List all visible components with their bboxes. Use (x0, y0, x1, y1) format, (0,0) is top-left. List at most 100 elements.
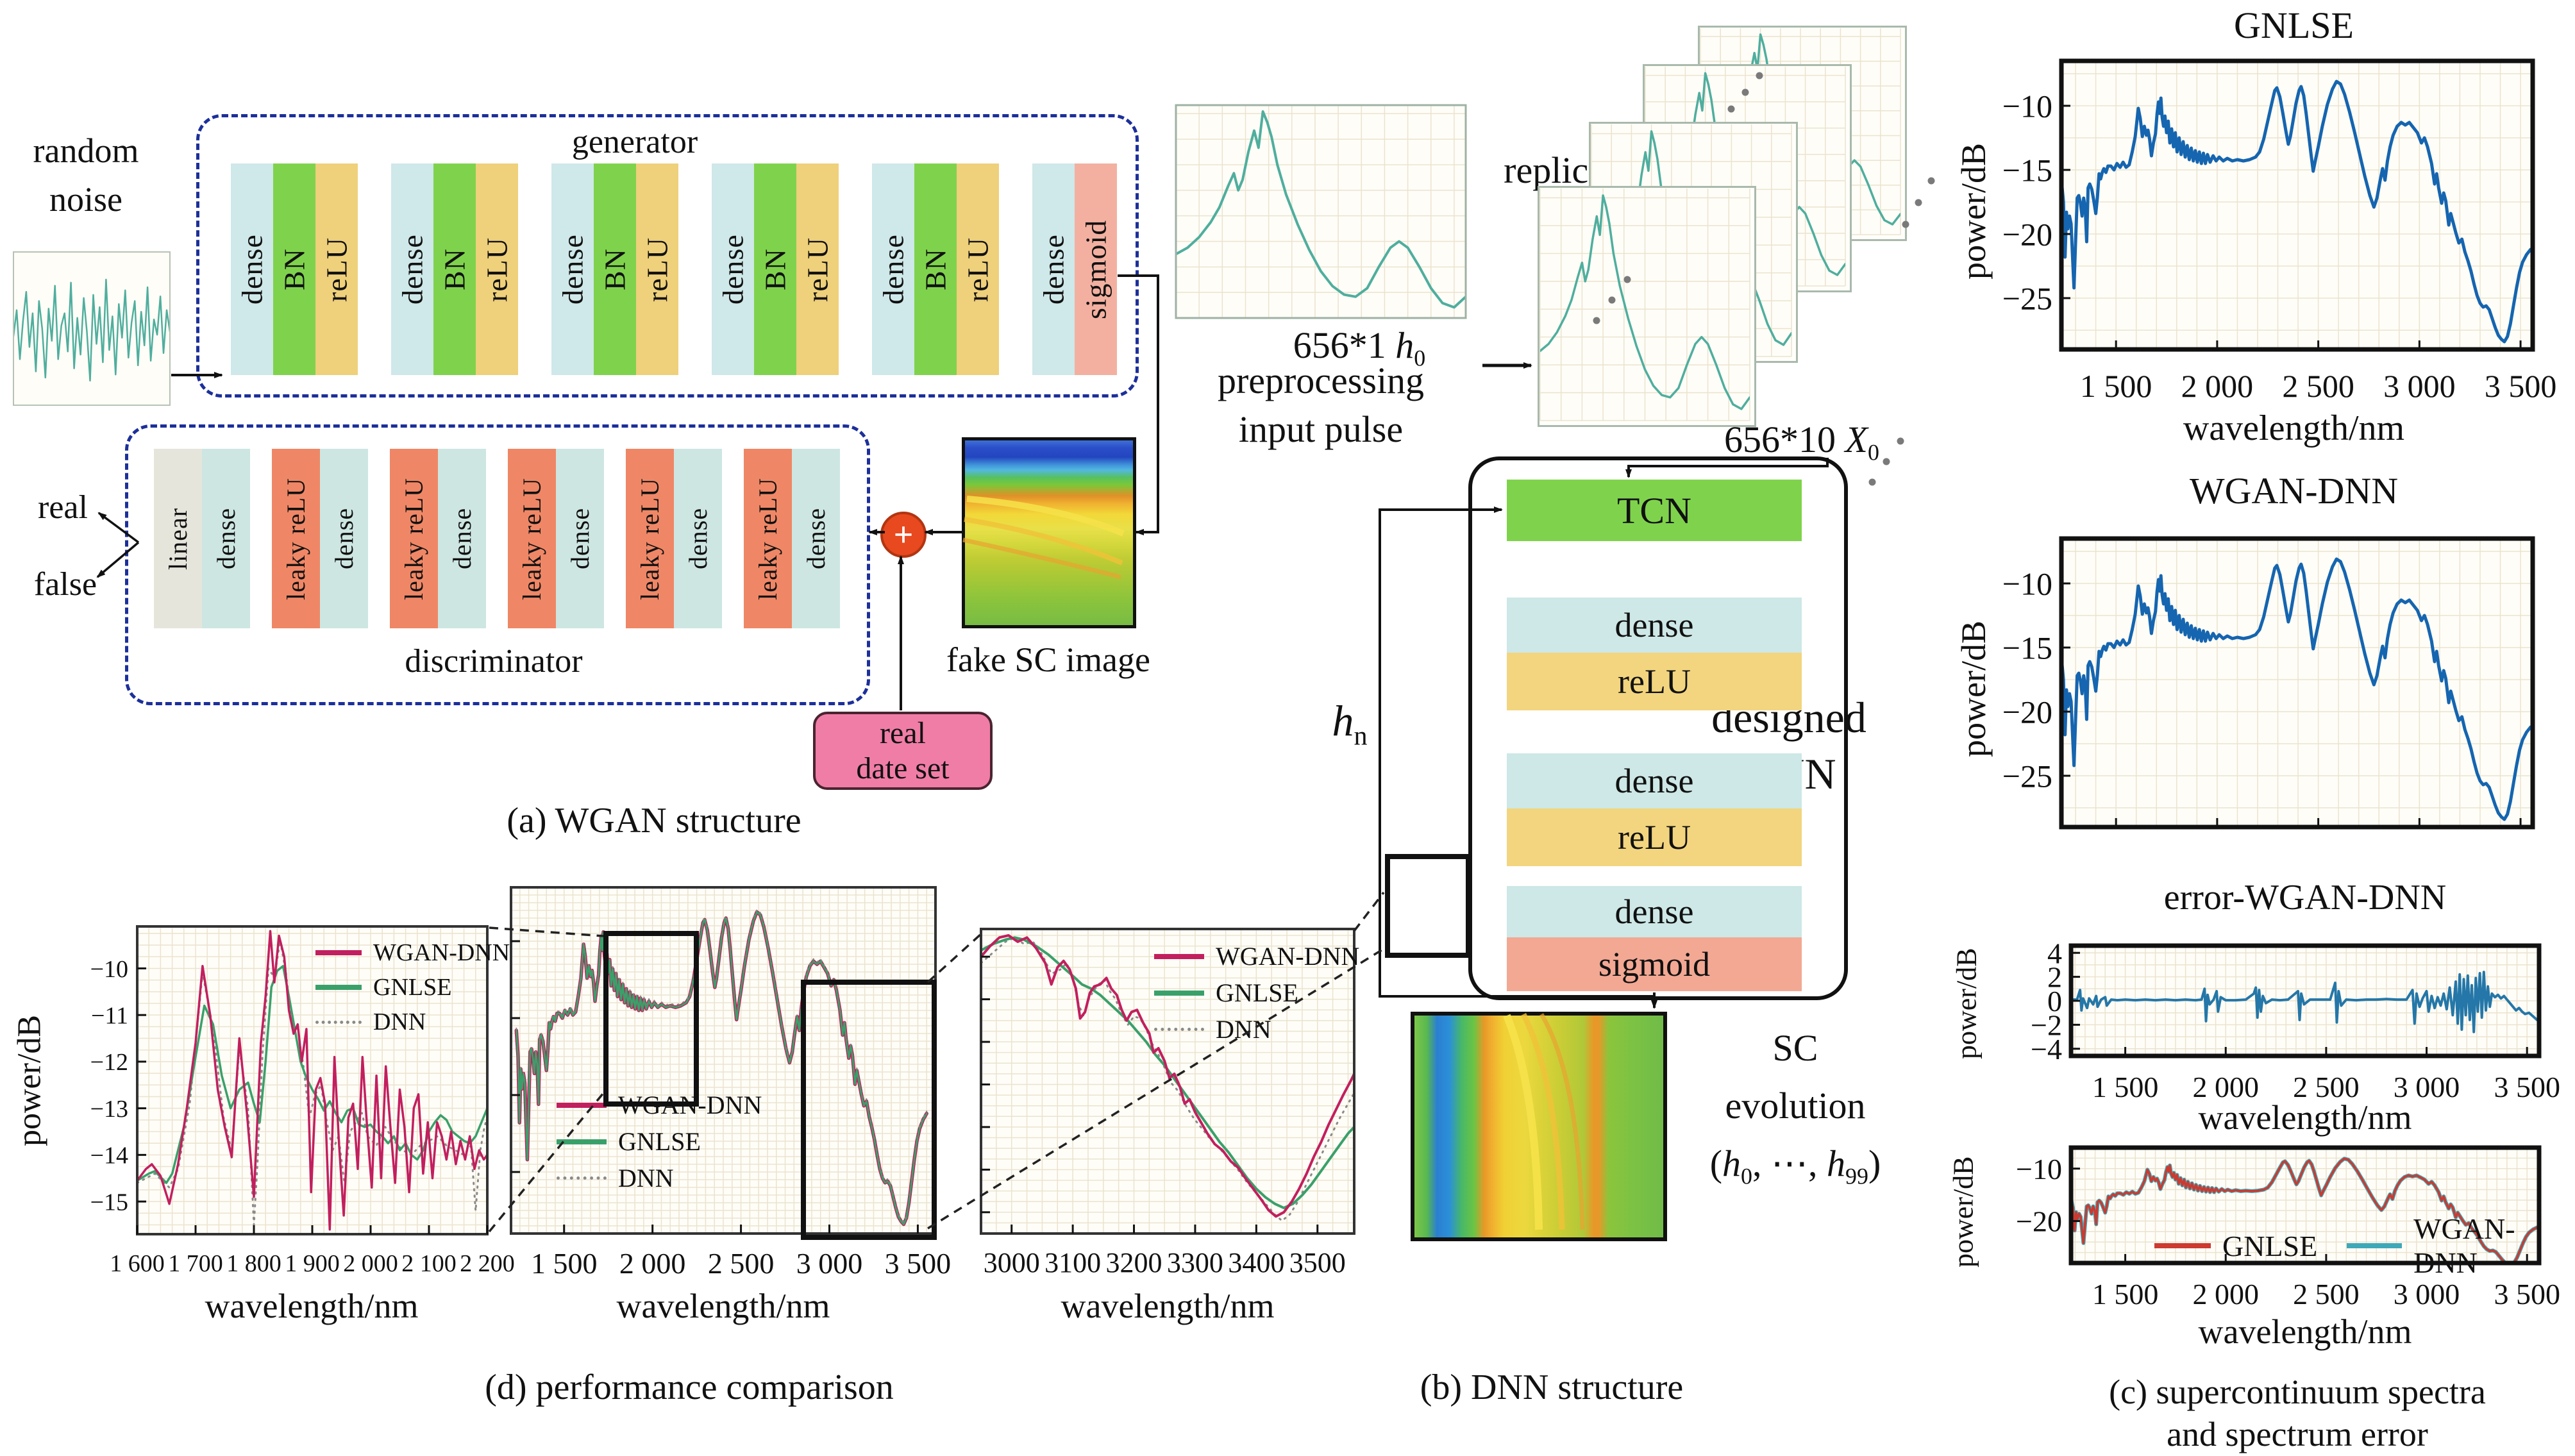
comparison-xlabel: wavelength/nm (2198, 1312, 2412, 1351)
svg-text:−20: −20 (2002, 217, 2052, 253)
generator-label: generator (571, 124, 698, 160)
layer-dense: dense (320, 449, 368, 628)
legend-entry: WGAN-DNN (1154, 941, 1359, 971)
gnlse-xlabel: wavelength/nm (2183, 408, 2405, 448)
d3-xlabel: wavelength/nm (1061, 1287, 1275, 1325)
caption-c-line2: and spectrum error (2167, 1415, 2428, 1453)
svg-text:2 000: 2 000 (619, 1247, 686, 1280)
svg-text:1 800: 1 800 (226, 1250, 281, 1277)
layer-label: reLU (480, 237, 514, 302)
layer-leaky-reLU: leaky reLU (508, 449, 556, 628)
svg-text:−14: −14 (90, 1142, 128, 1169)
layer-label: reLU (641, 237, 674, 302)
svg-text:−10: −10 (2016, 1153, 2062, 1185)
comparison-ylabel: power/dB (1947, 1156, 1979, 1268)
svg-text:−10: −10 (2002, 566, 2052, 602)
svg-text:4: 4 (2047, 937, 2062, 969)
layer-dense: dense (792, 449, 840, 628)
svg-text:2 500: 2 500 (2282, 368, 2354, 404)
sc-line2: evolution (1725, 1084, 1866, 1126)
layer-label: dense (448, 507, 476, 570)
legend-label: GNLSE (2222, 1229, 2318, 1262)
input-pulse-plot (1175, 104, 1467, 319)
layer-BN: BN (433, 163, 476, 375)
layer-dense: dense (438, 449, 486, 628)
svg-text:2 100: 2 100 (401, 1250, 457, 1277)
generator-box (196, 114, 1139, 397)
legend-swatch (1154, 990, 1204, 996)
fake-sc-caption: fake SC image (946, 640, 1150, 679)
error-chart: 1 500 2 000 2 500 3 000 3 500 420−2−4 (2031, 937, 2560, 1103)
replicated-pulse-4 (1539, 188, 1750, 421)
layer-label: BN (598, 248, 632, 290)
x0-dims: 656*10 (1724, 419, 1845, 460)
svg-text:−12: −12 (90, 1049, 128, 1076)
layer-dense: dense (551, 163, 594, 375)
svg-text:1 500: 1 500 (531, 1247, 598, 1280)
layer-BN: BN (914, 163, 957, 375)
real-output-label: real (38, 489, 88, 526)
random-noise-label: random noise (15, 127, 156, 224)
error-xlabel: wavelength/nm (2198, 1098, 2412, 1137)
svg-text:2 500: 2 500 (708, 1247, 775, 1280)
svg-text:3400: 3400 (1228, 1247, 1284, 1278)
gnlse-chart-title: GNLSE (2234, 4, 2354, 46)
real-dataset-line1: real (880, 715, 926, 750)
wgan-chart: −10 −15 −20 −25 (2002, 536, 2535, 830)
wgan-ylabel: power/dB (1954, 621, 1993, 758)
svg-text:3300: 3300 (1167, 1247, 1223, 1278)
legend-entry: GNLSE (557, 1126, 762, 1157)
legend-label: DNN (618, 1164, 674, 1192)
svg-text:3200: 3200 (1106, 1247, 1162, 1278)
comparison-chart: 1 500 2 000 2 500 3 000 3 500 −10 −20 (2016, 1145, 2560, 1310)
d1-legend: WGAN-DNN GNLSE DNN (315, 939, 510, 1036)
dnn-layer-dense: dense (1507, 753, 1802, 808)
layer-dense: dense (391, 163, 433, 375)
comparison-legend: GNLSE WGAN-DNN (2154, 1212, 2575, 1280)
error-ylabel: power/dB (1950, 948, 1983, 1059)
gnlse-ylabel: power/dB (1954, 143, 1993, 280)
layer-label: dense (566, 507, 594, 570)
layer-label: dense (396, 234, 429, 305)
discriminator-label: discriminator (405, 643, 583, 680)
svg-text:−2: −2 (2031, 1008, 2062, 1041)
layer-label: BN (759, 248, 792, 290)
fake-sc-streaks (962, 496, 1125, 580)
layer-linear: linear (154, 449, 202, 628)
dnn-layer-sigmoid: sigmoid (1507, 937, 1802, 991)
svg-text:1 900: 1 900 (285, 1250, 340, 1277)
legend-entry: DNN (1154, 1014, 1359, 1044)
svg-text:3 000: 3 000 (796, 1247, 863, 1280)
svg-text:−15: −15 (2002, 630, 2052, 666)
layer-label: dense (684, 507, 712, 570)
layer-label: reLU (801, 237, 834, 302)
svg-text:3 500: 3 500 (2494, 1278, 2560, 1310)
legend-entry: GNLSE (315, 973, 510, 1001)
legend-swatch (557, 1176, 607, 1180)
legend-entry: GNLSE (2154, 1212, 2317, 1280)
legend-swatch (557, 1139, 607, 1144)
layer-dense: dense (1032, 163, 1075, 375)
preprocess-line2: input pulse (1238, 408, 1404, 450)
legend-swatch (2154, 1243, 2211, 1248)
random-noise-waveform (13, 251, 171, 406)
d2-xlabel: wavelength/nm (616, 1287, 830, 1325)
layer-label: leaky reLU (517, 477, 546, 600)
layer-label: dense (1037, 234, 1070, 305)
caption-d: (d) performance comparison (485, 1368, 894, 1407)
d-ylabel: power/dB (11, 1014, 48, 1146)
svg-text:2 000: 2 000 (343, 1250, 398, 1277)
svg-text:−15: −15 (90, 1189, 128, 1216)
layer-label: BN (278, 248, 311, 290)
layer-BN: BN (594, 163, 636, 375)
legend-entry: WGAN-DNN (315, 939, 510, 967)
legend-swatch (315, 985, 362, 990)
layer-label: dense (212, 507, 240, 570)
svg-text:2 500: 2 500 (2293, 1278, 2360, 1310)
sc-line1: SC (1772, 1027, 1818, 1069)
zoom-rect-2 (801, 980, 937, 1240)
svg-text:3 000: 3 000 (2394, 1071, 2460, 1103)
layer-sigmoid: sigmoid (1075, 163, 1117, 375)
random-noise-line2: noise (49, 180, 122, 219)
zoom-rect-1 (603, 931, 699, 1107)
